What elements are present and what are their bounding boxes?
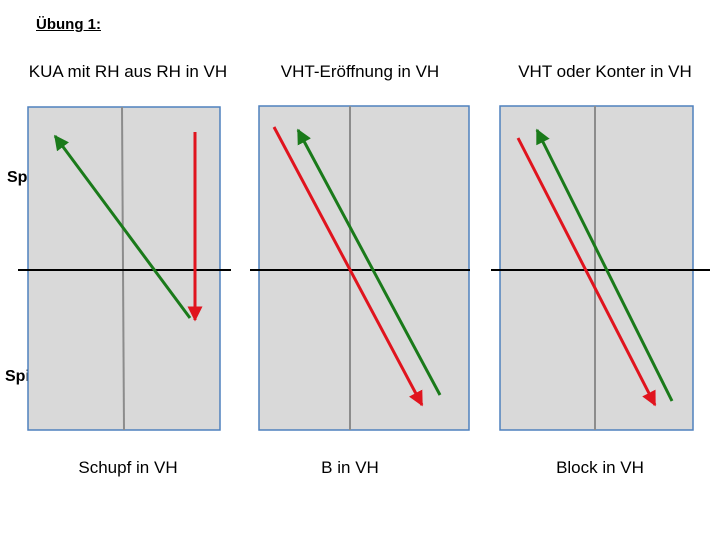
table-1-center-line xyxy=(121,106,125,431)
ball-paths xyxy=(53,126,674,407)
exercise-2-title: VHT-Eröffnung in VH xyxy=(280,62,440,81)
table-2 xyxy=(250,105,470,431)
exercise-2-green-arrow xyxy=(296,128,442,396)
table-1 xyxy=(18,106,231,431)
exercise-3-green-arrow xyxy=(535,128,674,402)
table-3 xyxy=(491,105,710,431)
table-3-surface xyxy=(499,105,694,431)
exercise-heading: Übung 1: xyxy=(36,16,101,33)
exercise-3-caption: Block in VH xyxy=(556,458,644,477)
exercise-3-red-arrow xyxy=(516,137,657,407)
exercise-1-green-arrow xyxy=(53,134,192,319)
exercise-1-title: KUA mit RH aus RH in VH xyxy=(28,62,228,81)
exercise-1-caption: Schupf in VH xyxy=(78,458,178,477)
exercise-2-red-arrow xyxy=(272,126,424,407)
table-2-surface xyxy=(258,105,470,431)
exercise-2-caption: B in VH xyxy=(321,458,379,477)
exercise-3-title: VHT oder Konter in VH xyxy=(518,62,692,81)
